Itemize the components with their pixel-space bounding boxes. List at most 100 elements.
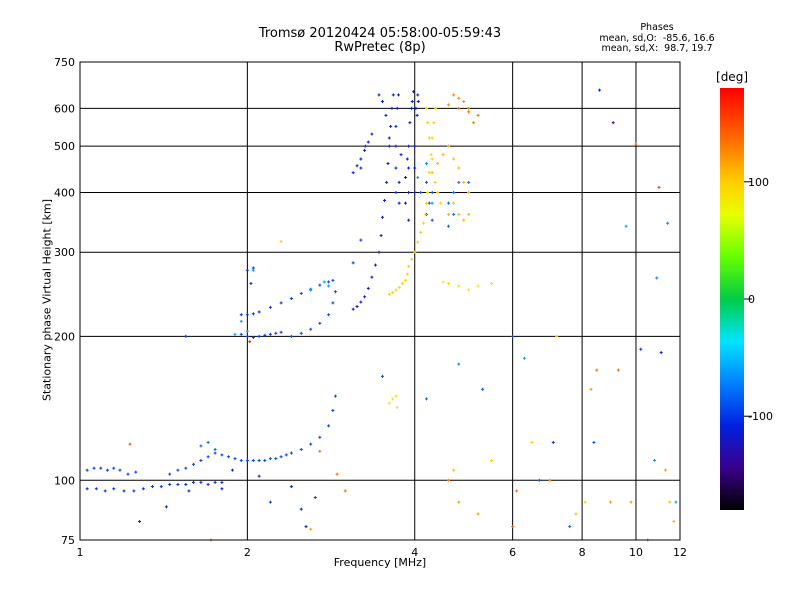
data-point	[595, 368, 599, 372]
phase-stats-heading: Phases	[640, 22, 674, 33]
data-point	[389, 124, 393, 128]
data-point	[318, 283, 322, 287]
data-point	[430, 136, 434, 140]
data-point	[522, 356, 526, 360]
data-point	[335, 472, 339, 476]
data-point	[467, 106, 471, 110]
data-point	[427, 201, 431, 205]
data-point	[128, 442, 132, 446]
data-point	[373, 263, 377, 267]
data-point	[164, 505, 168, 509]
data-point	[436, 161, 440, 165]
data-point	[187, 489, 191, 493]
data-point	[429, 153, 433, 157]
data-point	[318, 449, 322, 453]
data-point	[327, 280, 331, 284]
data-point	[407, 144, 411, 148]
data-point	[134, 470, 138, 474]
data-point	[257, 458, 261, 462]
data-point	[351, 307, 355, 311]
data-point	[555, 334, 559, 338]
colorbar-unit: deg	[720, 70, 744, 84]
plot-frame	[79, 61, 681, 541]
data-point	[430, 190, 434, 194]
data-point	[457, 284, 461, 288]
data-point	[400, 282, 404, 286]
data-point	[574, 512, 578, 516]
data-point	[257, 310, 261, 314]
data-point	[611, 121, 615, 125]
data-point	[377, 93, 381, 97]
y-tick-label: 75	[61, 534, 75, 547]
data-point	[206, 440, 210, 444]
data-point	[592, 440, 596, 444]
data-point	[407, 166, 411, 170]
data-point	[462, 218, 466, 222]
data-point	[251, 268, 255, 272]
data-point	[395, 405, 399, 409]
data-point	[309, 527, 313, 531]
data-point	[245, 458, 249, 462]
chart-subtitle: RwPretec (8p)	[334, 40, 426, 55]
data-point	[213, 447, 217, 451]
data-point	[268, 500, 272, 504]
data-point	[416, 93, 420, 97]
data-point	[616, 368, 620, 372]
data-point	[432, 121, 436, 125]
x-tick-label: 6	[509, 546, 516, 559]
data-point	[422, 221, 426, 225]
data-point	[249, 282, 253, 286]
data-point	[511, 525, 515, 529]
data-point	[363, 148, 367, 152]
data-point	[476, 284, 480, 288]
data-point	[284, 453, 288, 457]
data-point	[387, 292, 391, 296]
data-point	[268, 457, 272, 461]
data-point	[413, 144, 417, 148]
x-tick-label: 12	[673, 546, 687, 559]
data-point	[457, 212, 461, 216]
data-point	[410, 100, 414, 104]
data-point	[257, 334, 261, 338]
data-point	[199, 480, 203, 484]
data-point	[629, 500, 633, 504]
data-point	[425, 201, 429, 205]
data-point	[384, 113, 388, 117]
data-point	[407, 265, 411, 269]
data-point	[274, 331, 278, 335]
data-point	[659, 351, 663, 355]
data-point	[467, 180, 471, 184]
data-point	[268, 332, 272, 336]
data-point	[397, 93, 401, 97]
data-point	[416, 240, 420, 244]
data-point	[103, 489, 107, 493]
data-point	[446, 144, 450, 148]
data-point	[245, 334, 249, 338]
data-point	[589, 387, 593, 391]
data-point	[390, 106, 394, 110]
data-point	[657, 185, 661, 189]
data-point	[184, 482, 188, 486]
data-point	[191, 462, 195, 466]
data-point	[407, 218, 411, 222]
data-point	[126, 472, 130, 476]
data-point	[666, 221, 670, 225]
data-point	[634, 142, 638, 146]
data-point	[425, 161, 429, 165]
data-point	[655, 276, 659, 280]
data-point	[394, 190, 398, 194]
data-point	[245, 268, 249, 272]
data-point	[413, 250, 417, 254]
data-point	[279, 301, 283, 305]
data-point	[239, 313, 243, 317]
data-point	[663, 468, 667, 472]
data-point	[609, 500, 613, 504]
data-point	[85, 487, 89, 491]
data-point	[425, 397, 429, 401]
data-point	[359, 157, 363, 161]
data-point	[333, 290, 337, 294]
data-point	[289, 485, 293, 489]
data-point	[441, 153, 445, 157]
data-point	[457, 180, 461, 184]
data-point	[299, 291, 303, 295]
